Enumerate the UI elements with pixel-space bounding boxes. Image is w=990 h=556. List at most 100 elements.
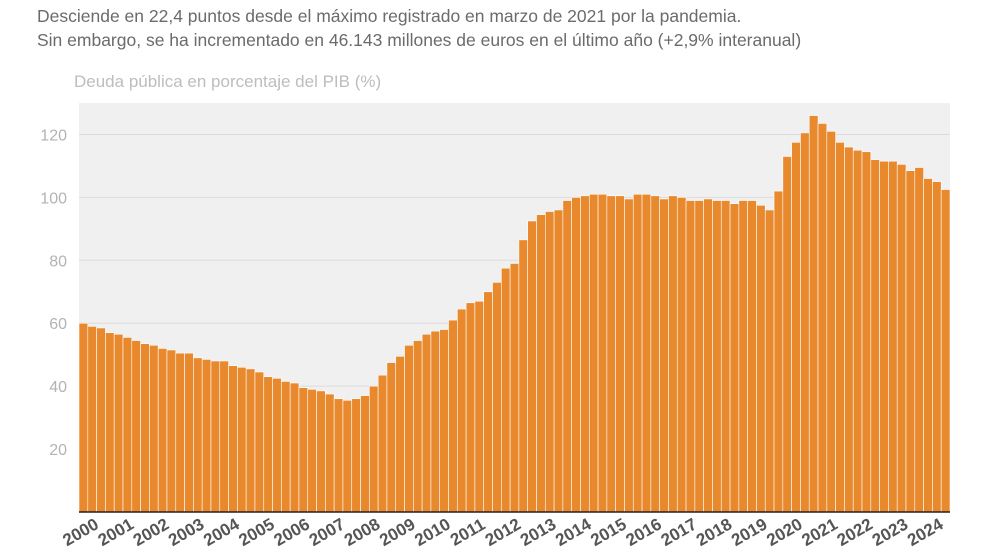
bar [905,170,916,513]
bar [852,149,863,513]
chart-subtitle: Desciende en 22,4 puntos desde el máximo… [37,4,977,52]
bar [729,203,740,513]
bar [562,200,572,513]
bar [580,195,590,513]
bar [342,400,353,513]
bar [228,365,238,513]
y-tick-label: 60 [49,316,67,333]
bar [289,382,300,513]
bar [210,360,221,513]
bar [157,348,168,513]
bar [404,344,414,513]
bar [333,398,344,513]
bar [844,146,854,513]
bar [421,333,432,513]
bar [351,398,361,513]
bar [668,195,678,513]
bar [923,178,933,513]
bar [659,198,669,513]
bar [641,193,652,513]
bar [518,239,528,513]
bar [597,193,608,513]
bar [571,197,581,513]
bar [800,132,810,513]
bar [307,388,317,513]
bar [360,395,370,513]
y-tick-label: 100 [40,190,67,207]
bar [870,159,880,513]
bar [122,337,133,513]
subtitle-line-2: Sin embargo, se ha incrementado en 46.14… [37,30,802,50]
bar [457,308,467,513]
bar [527,220,537,513]
bars [78,115,951,513]
bar [509,263,520,513]
bar [817,123,828,513]
bar [465,302,476,513]
bar [501,267,511,513]
bar [263,376,273,513]
x-tick-label: 2024 [904,514,947,550]
bar [386,362,397,513]
bar [782,156,792,513]
bar [606,195,616,513]
bar [544,211,555,513]
bar [536,214,546,513]
bar [316,390,326,513]
bar [439,329,449,513]
x-tick-labels: 2000200120022003200420052006200720082009… [60,514,947,550]
y-tick-label: 120 [40,127,67,144]
bar [237,366,247,513]
bar [896,164,907,513]
bar [105,332,115,513]
bar [140,343,150,513]
bar [166,349,177,513]
bar [808,115,819,513]
bar [281,381,291,513]
y-tick-label: 20 [49,442,67,459]
bar [879,160,889,513]
bar [756,204,766,513]
y-tick-label: 80 [49,253,67,270]
bar [131,340,141,513]
bar [175,352,185,513]
bar [184,352,194,513]
bar [861,151,872,513]
bar [413,340,423,513]
bar [835,142,845,513]
bar [773,190,784,513]
bar [483,291,493,513]
bar [492,282,502,513]
bar [149,344,159,513]
bar [219,360,229,513]
bar [272,377,282,513]
bar [254,371,265,513]
bar [676,197,687,513]
bar [193,357,203,513]
bar [888,160,898,513]
bar [395,355,405,513]
bar [694,200,704,513]
bar [553,209,564,513]
bar [96,327,106,513]
bar [747,200,757,513]
bar [624,198,634,513]
bar [78,322,89,513]
bar [764,209,775,513]
bar [113,333,124,513]
bar [940,189,951,513]
bar [826,131,836,513]
bar [791,142,801,513]
bar [932,181,942,513]
bar [738,200,748,513]
bar [632,193,643,513]
bar [245,368,256,513]
y-axis-title: Deuda pública en porcentaje del PIB (%) [74,72,382,91]
bar [712,200,722,513]
bar [703,198,713,513]
bar [87,326,97,513]
bar [430,330,441,513]
bar [720,200,731,513]
bar [377,374,388,513]
